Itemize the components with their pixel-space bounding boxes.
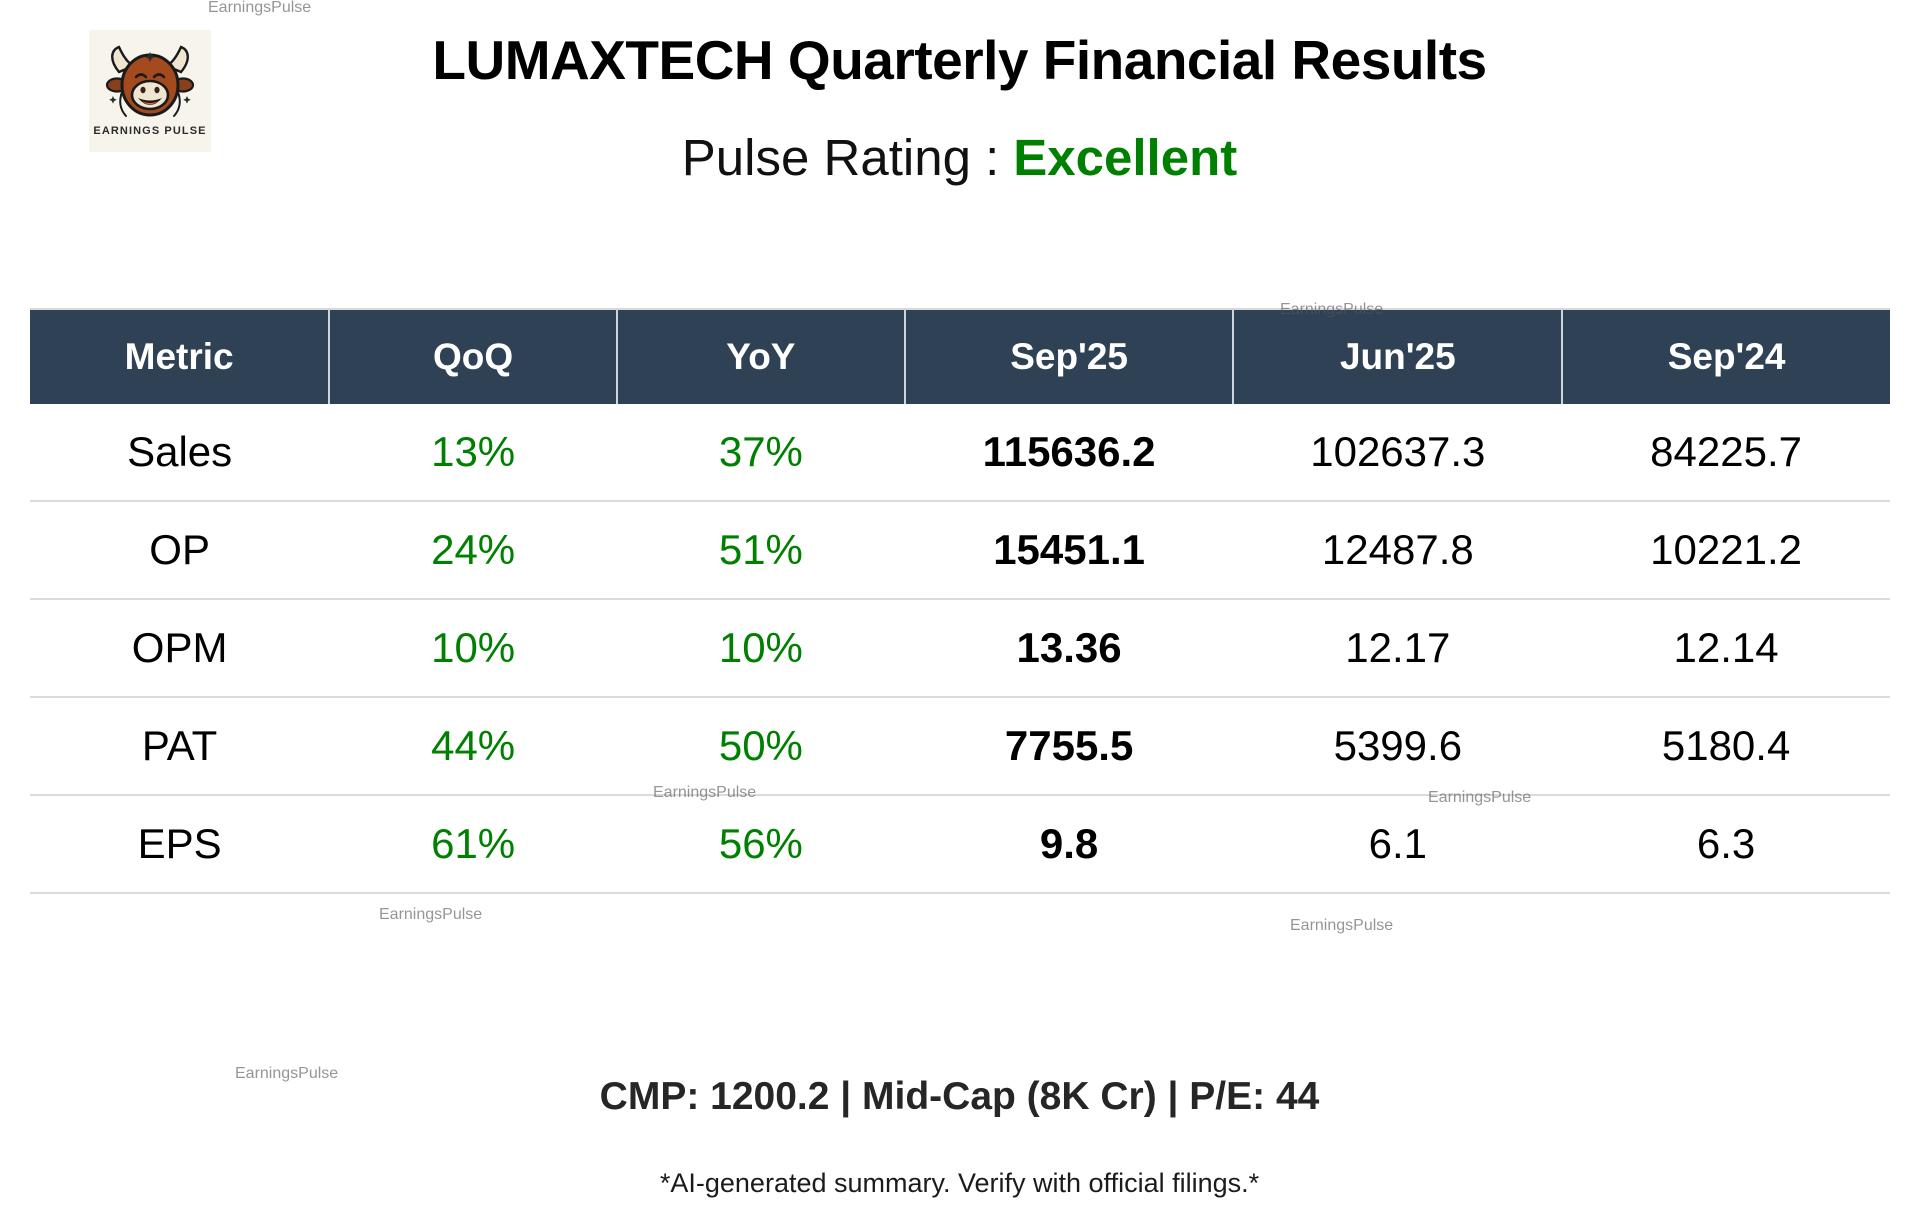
cell-qoq: 24% — [329, 501, 617, 600]
table-row: OP 24% 51% 15451.1 12487.8 10221.2 — [30, 501, 1890, 600]
pulse-rating-label: Pulse Rating : — [681, 129, 1000, 186]
column-header-metric: Metric — [30, 308, 331, 404]
cell-metric: OP — [30, 501, 330, 600]
cell-qoq: 61% — [329, 795, 617, 894]
cell-sep25: 7755.5 — [904, 697, 1234, 796]
cell-metric: EPS — [30, 795, 330, 894]
cell-sep24: 84225.7 — [1562, 404, 1890, 502]
cell-sep25: 9.8 — [904, 795, 1234, 894]
cell-qoq: 44% — [329, 697, 617, 796]
pulse-rating-value: Excellent — [1013, 129, 1238, 186]
cell-sep25: 15451.1 — [904, 501, 1234, 600]
cell-jun25: 6.1 — [1233, 795, 1563, 894]
cell-sep24: 12.14 — [1562, 599, 1890, 698]
cell-yoy: 10% — [617, 599, 905, 698]
table-row: OPM 10% 10% 13.36 12.17 12.14 — [30, 599, 1890, 698]
column-header-sep24: Sep'24 — [1562, 308, 1890, 404]
watermark-label: EarningsPulse — [208, 0, 312, 16]
cell-qoq: 10% — [329, 599, 617, 698]
cell-jun25: 12487.8 — [1233, 501, 1563, 600]
brand-logo: EARNINGS PULSE — [89, 30, 211, 152]
cmp-summary-line: CMP: 1200.2 | Mid-Cap (8K Cr) | P/E: 44 — [599, 1075, 1320, 1118]
earnings-pulse-bull-logo: EARNINGS PULSE — [89, 30, 211, 152]
table-row: EPS 61% 56% 9.8 6.1 6.3 — [30, 795, 1890, 894]
page-title: LUMAXTECH Quarterly Financial Results — [432, 29, 1487, 91]
disclaimer-text: *AI-generated summary. Verify with offic… — [659, 1168, 1260, 1198]
financial-results-table: Metric QoQ YoY Sep'25 Jun'25 Sep'24 Sale… — [30, 308, 1890, 894]
table-header-row: Metric QoQ YoY Sep'25 Jun'25 Sep'24 — [30, 308, 1890, 404]
column-header-sep25: Sep'25 — [904, 308, 1235, 404]
cell-jun25: 102637.3 — [1233, 404, 1563, 502]
cell-yoy: 51% — [617, 501, 905, 600]
cell-jun25: 5399.6 — [1233, 697, 1563, 796]
cell-metric: Sales — [30, 404, 330, 502]
cell-metric: OPM — [30, 599, 330, 698]
pulse-rating-line: Pulse Rating : Excellent — [0, 128, 1919, 187]
cell-sep25: 13.36 — [904, 599, 1234, 698]
cell-sep25: 115636.2 — [904, 404, 1234, 502]
table-row: Sales 13% 37% 115636.2 102637.3 84225.7 — [30, 404, 1890, 502]
cell-sep24: 6.3 — [1562, 795, 1890, 894]
table-row: PAT 44% 50% 7755.5 5399.6 5180.4 — [30, 697, 1890, 796]
cell-sep24: 5180.4 — [1562, 697, 1890, 796]
logo-caption: EARNINGS PULSE — [93, 125, 206, 137]
column-header-yoy: YoY — [617, 308, 906, 404]
cell-yoy: 56% — [617, 795, 905, 894]
column-header-qoq: QoQ — [329, 308, 618, 404]
cell-yoy: 37% — [617, 404, 905, 502]
watermark-label: EarningsPulse — [379, 906, 483, 923]
watermark-label: EarningsPulse — [1290, 917, 1394, 934]
cell-jun25: 12.17 — [1233, 599, 1563, 698]
column-header-jun25: Jun'25 — [1233, 308, 1564, 404]
cell-sep24: 10221.2 — [1562, 501, 1890, 600]
cell-metric: PAT — [30, 697, 330, 796]
cell-qoq: 13% — [329, 404, 617, 502]
cell-yoy: 50% — [617, 697, 905, 796]
